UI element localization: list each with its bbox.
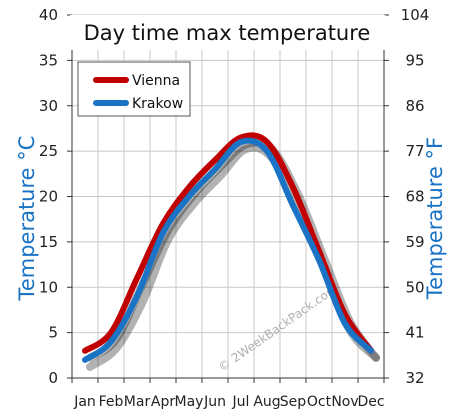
data-point-vienna xyxy=(161,222,165,226)
legend-box xyxy=(77,61,191,117)
x-tick-label: Jul xyxy=(232,394,250,410)
data-point-krakow xyxy=(317,258,321,262)
x-tick-label: Dec xyxy=(357,394,384,410)
right-y-ticks: 32 41 50 59 68 77 86 95 104 xyxy=(401,6,430,387)
data-point-krakow xyxy=(239,140,243,144)
x-tick-label: Oct xyxy=(307,394,332,410)
x-tick-label: Nov xyxy=(331,394,358,410)
data-point-vienna xyxy=(343,312,347,316)
y-tick-label-right: 50 xyxy=(405,278,424,296)
chart-title: Day time max temperature xyxy=(84,21,371,45)
data-point-vienna xyxy=(135,276,139,280)
y-tick-label-left: 5 xyxy=(48,324,58,342)
y-tick-label-right: 59 xyxy=(405,233,424,251)
x-tick-label: Sep xyxy=(280,394,307,410)
x-tick-label: May xyxy=(175,394,204,410)
x-tick-label: Mar xyxy=(124,394,151,410)
y-tick-label-left: 15 xyxy=(39,233,58,251)
left-y-ticks: 0 5 10 15 20 25 30 35 40 xyxy=(39,6,58,387)
legend-label-vienna: Vienna xyxy=(132,73,180,89)
x-tick-label: Jan xyxy=(73,394,96,410)
data-point-krakow xyxy=(343,322,347,326)
legend: Vienna Krakow xyxy=(77,61,191,117)
x-tick-label: Feb xyxy=(99,394,124,410)
y-tick-label-left: 25 xyxy=(39,142,58,160)
data-point-krakow xyxy=(109,340,113,344)
data-point-vienna xyxy=(265,140,269,144)
y-tick-label-left: 30 xyxy=(39,97,58,115)
data-point-krakow xyxy=(369,349,373,353)
data-point-vienna xyxy=(291,185,295,189)
data-point-krakow xyxy=(213,167,217,171)
y-tick-label-left: 35 xyxy=(39,51,58,69)
data-point-vienna xyxy=(187,185,191,189)
left-axis-title: Temperature °C xyxy=(15,136,39,302)
data-point-vienna xyxy=(239,136,243,140)
y-tick-label-right: 32 xyxy=(405,369,424,387)
y-tick-label-right: 86 xyxy=(405,97,424,115)
series-line-krakow xyxy=(82,137,374,363)
y-tick-label-right: 104 xyxy=(401,6,430,24)
title-box xyxy=(70,15,385,50)
y-tick-label-left: 40 xyxy=(39,6,58,24)
y-tick-label-left: 0 xyxy=(48,369,58,387)
x-tick-label: Apr xyxy=(151,394,175,410)
data-point-vienna xyxy=(213,158,217,162)
data-point-krakow xyxy=(291,204,295,208)
series-lines xyxy=(82,132,374,363)
y-tick-label-left: 10 xyxy=(39,278,58,296)
y-tick-label-right: 77 xyxy=(405,142,424,160)
chart-axes xyxy=(67,14,389,383)
legend-label-krakow: Krakow xyxy=(132,96,183,112)
y-tick-label-right: 41 xyxy=(405,324,424,342)
data-point-vienna xyxy=(109,331,113,335)
data-point-krakow xyxy=(187,195,191,198)
data-point-krakow xyxy=(161,231,165,235)
x-tick-label: Jun xyxy=(203,394,226,410)
right-axis-title: Temperature °F xyxy=(423,137,447,300)
y-tick-label-right: 68 xyxy=(405,188,424,206)
y-tick-label-right: 95 xyxy=(405,51,424,69)
x-tick-label: Aug xyxy=(253,394,280,410)
y-tick-label-left: 20 xyxy=(39,188,58,206)
data-point-krakow xyxy=(135,294,139,298)
data-point-krakow xyxy=(265,149,269,153)
data-point-vienna xyxy=(83,349,87,353)
data-point-krakow xyxy=(83,358,87,362)
series-line-vienna xyxy=(82,132,374,354)
